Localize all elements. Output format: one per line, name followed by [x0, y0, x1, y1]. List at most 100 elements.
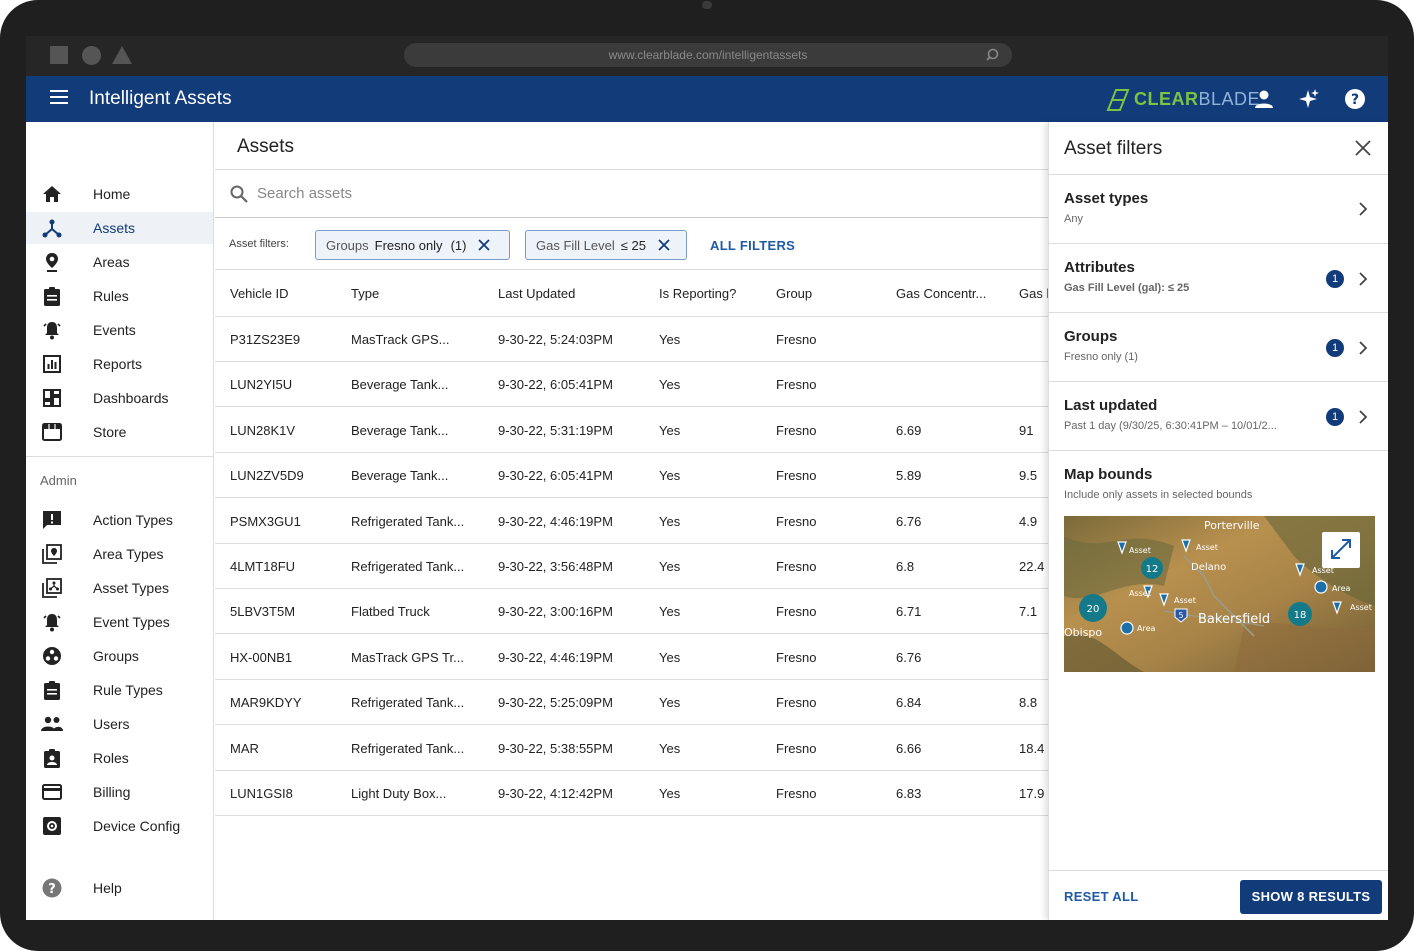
sidebar-item-action-types[interactable]: Action Types — [26, 504, 213, 536]
sidebar-item-device-config[interactable]: Device Config — [26, 810, 213, 842]
cell-gas-concentration: 6.76 — [896, 513, 922, 529]
sidebar-item-roles[interactable]: Roles — [26, 742, 213, 774]
cell-group: Fresno — [776, 604, 817, 620]
table-row[interactable]: PSMX3GU1 Refrigerated Tank... 9-30-22, 4:4… — [215, 499, 1048, 544]
close-icon[interactable] — [658, 239, 670, 251]
count-badge: 1 — [1326, 270, 1344, 288]
cell-is-reporting: Yes — [659, 513, 681, 529]
filter-section-asset-types[interactable]: Asset types Any — [1049, 174, 1388, 243]
column-header-is-reporting[interactable]: Is Reporting? — [659, 286, 737, 301]
sidebar-item-help[interactable]: ? Help — [26, 872, 213, 904]
map-canvas[interactable]: Porterville Delano Bakersfield Obispo 12… — [1064, 516, 1375, 672]
search-icon[interactable] — [986, 47, 1002, 63]
store-icon — [41, 421, 63, 443]
map-cluster[interactable] — [1079, 594, 1107, 622]
svg-text:Asset: Asset — [1129, 589, 1151, 598]
column-header-type[interactable]: Type — [351, 286, 380, 301]
asset-marker[interactable]: Asset — [1332, 601, 1372, 615]
sidebar-item-assets[interactable]: Assets — [26, 212, 213, 244]
table-row[interactable]: P31ZS23E9 MasTrack GPS... 9-30-22, 5:24:03… — [215, 317, 1048, 362]
search-input[interactable] — [257, 180, 757, 206]
table-row[interactable]: 4LMT18FU Refrigerated Tank... 9-30-22, 3:5… — [215, 544, 1048, 589]
asset-marker[interactable]: Asset — [1295, 563, 1334, 577]
sidebar-item-asset-types[interactable]: Asset Types — [26, 572, 213, 604]
column-header-group[interactable]: Group — [776, 286, 813, 301]
map-label-delano: Delano — [1191, 562, 1226, 573]
sidebar-item-event-types[interactable]: Event Types — [26, 606, 213, 638]
sidebar-item-label: Reports — [93, 356, 143, 372]
table-row[interactable]: MAR9KDYY Refrigerated Tank... 9-30-22, 5:2… — [215, 680, 1048, 726]
cell-vehicle-id: P31ZS23E9 — [230, 332, 301, 347]
map-bounds-map[interactable]: Porterville Delano Bakersfield Obispo 12… — [1064, 516, 1375, 672]
dashboard-icon — [41, 387, 63, 409]
sidebar-item-dashboards[interactable]: Dashboards — [26, 382, 213, 414]
table-row[interactable]: MAR Refrigerated Tank... 9-30-22, 5:38:55P… — [215, 726, 1048, 771]
sidebar-item-areas[interactable]: Areas — [26, 246, 213, 278]
cell-group: Fresno — [776, 332, 817, 347]
url-bar[interactable]: www.clearblade.com/intelligentassets — [404, 43, 1012, 67]
table-row[interactable]: LUN2ZV5D9 Beverage Tank... 9-30-22, 6:05:4… — [215, 453, 1048, 499]
filter-chip-groups[interactable]: Groups Fresno only (1) — [315, 230, 510, 260]
map-cluster[interactable] — [1288, 602, 1312, 626]
section-title: Map bounds — [1064, 466, 1153, 483]
help-icon[interactable]: ? — [1344, 88, 1366, 110]
asset-types-icon — [41, 577, 63, 599]
cell-gas-concentration: 6.8 — [896, 559, 915, 574]
table-row[interactable]: 5LBV3T5M Flatbed Truck 9-30-22, 3:00:16PM Y… — [215, 589, 1048, 635]
cell-group: Fresno — [776, 513, 817, 529]
svg-text:?: ? — [1351, 92, 1359, 108]
column-header-gas-concentration[interactable]: Gas Concentr... — [896, 286, 987, 301]
column-header-last-updated[interactable]: Last Updated — [498, 286, 576, 301]
close-icon[interactable] — [1355, 140, 1371, 156]
cell-group: Fresno — [776, 377, 817, 393]
asset-marker[interactable]: Asset — [1129, 585, 1153, 599]
sidebar-item-label: Action Types — [93, 512, 173, 528]
filter-section-attributes[interactable]: Attributes Gas Fill Level (gal): ≤ 25 1 — [1049, 243, 1388, 312]
asset-marker[interactable]: Asset — [1181, 539, 1218, 553]
cell-gas-level: 18.4 — [1019, 740, 1045, 756]
map-cluster[interactable] — [1141, 557, 1163, 579]
area-marker[interactable]: Area — [1314, 580, 1351, 594]
sidebar-item-label: Roles — [93, 750, 129, 766]
reset-all-button[interactable]: RESET ALL — [1064, 889, 1139, 904]
chevron-right-icon — [1359, 202, 1368, 216]
sidebar-item-store[interactable]: Store — [26, 416, 213, 448]
table-row[interactable]: LUN1GSI8 Light Duty Box... 9-30-22, 4:12:4… — [215, 771, 1048, 816]
asset-marker[interactable]: Asset — [1159, 593, 1196, 607]
table-row[interactable]: HX-00NB1 MasTrack GPS Tr... 9-30-22, 4:46:… — [215, 635, 1048, 680]
show-results-button[interactable]: SHOW 8 RESULTS — [1240, 880, 1382, 914]
table-row[interactable]: LUN2YI5U Beverage Tank... 9-30-22, 6:05:41… — [215, 362, 1048, 408]
account-icon[interactable] — [1253, 88, 1275, 110]
panel-title: Asset filters — [1064, 138, 1163, 159]
column-header-vehicle-id[interactable]: Vehicle ID — [230, 286, 289, 301]
sidebar-item-groups[interactable]: Groups — [26, 640, 213, 672]
credit-card-icon — [41, 781, 63, 803]
asset-marker[interactable]: Asset — [1117, 541, 1151, 555]
cell-group: Fresno — [776, 695, 817, 711]
sparkle-icon[interactable] — [1298, 88, 1320, 110]
filter-section-groups[interactable]: Groups Fresno only (1) 1 — [1049, 312, 1388, 381]
filter-section-last-updated[interactable]: Last updated Past 1 day (9/30/25, 6:30:4… — [1049, 381, 1388, 450]
sidebar-item-reports[interactable]: Reports — [26, 348, 213, 380]
sidebar-item-rule-types[interactable]: Rule Types — [26, 674, 213, 706]
expand-icon[interactable] — [1331, 539, 1351, 559]
sidebar-item-billing[interactable]: Billing — [26, 776, 213, 808]
sidebar-divider — [26, 456, 213, 457]
sidebar-item-events[interactable]: Events — [26, 314, 213, 346]
column-header-gas-level[interactable]: Gas l — [1019, 286, 1048, 301]
sidebar-item-users[interactable]: Users — [26, 708, 213, 740]
filter-chip-gas-fill[interactable]: Gas Fill Level ≤ 25 — [525, 230, 687, 260]
cell-gas-concentration: 5.89 — [896, 468, 922, 484]
area-marker[interactable]: Area — [1120, 621, 1156, 635]
table-row[interactable]: LUN28K1V Beverage Tank... 9-30-22, 5:31:19… — [215, 408, 1048, 453]
cell-last-updated: 9-30-22, 3:00:16PM — [498, 604, 613, 620]
all-filters-button[interactable]: ALL FILTERS — [710, 238, 796, 253]
sidebar-item-home[interactable]: Home — [26, 178, 213, 210]
close-icon[interactable] — [478, 239, 491, 251]
sidebar-item-area-types[interactable]: Area Types — [26, 538, 213, 570]
main-content: Assets Asset filters: Groups Fresno only… — [215, 122, 1048, 920]
menu-icon[interactable] — [50, 90, 68, 108]
cell-gas-level: 7.1 — [1019, 604, 1038, 620]
sidebar-item-rules[interactable]: Rules — [26, 280, 213, 312]
cell-vehicle-id: PSMX3GU1 — [230, 513, 301, 529]
